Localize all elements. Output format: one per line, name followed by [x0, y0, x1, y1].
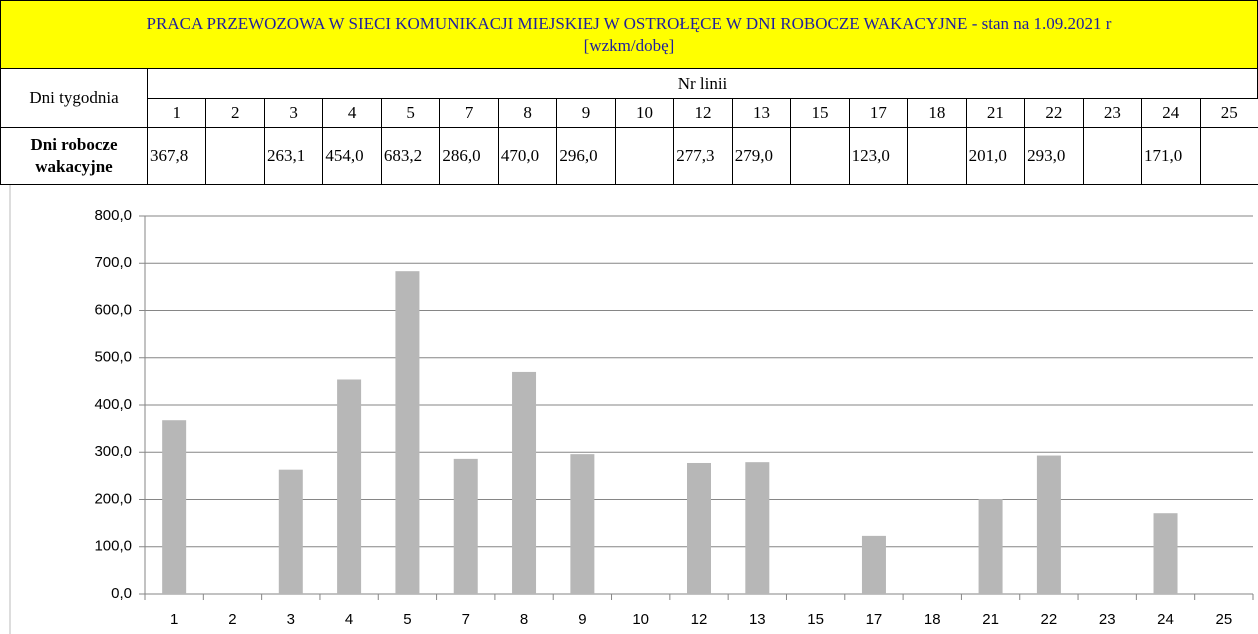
- bar: [395, 271, 420, 594]
- x-tick-label: 23: [1099, 611, 1116, 628]
- x-tick-label: 1: [170, 611, 178, 628]
- column-header: 17: [848, 98, 909, 128]
- x-tick-label: 18: [924, 611, 941, 628]
- column-header: 15: [790, 98, 850, 128]
- x-tick-label: 15: [807, 611, 824, 628]
- table-cell: 367,8: [147, 127, 207, 185]
- table-cell: 201,0: [965, 127, 1026, 185]
- table-cell: [790, 127, 850, 185]
- table-cell: 263,1: [263, 127, 324, 185]
- column-header: 10: [614, 98, 675, 128]
- x-tick-label: 22: [1041, 611, 1058, 628]
- x-tick-label: 17: [866, 611, 883, 628]
- table-cell: 683,2: [380, 127, 441, 185]
- column-header: 2: [205, 98, 265, 128]
- y-tick-label: 600,0: [94, 301, 132, 318]
- table-cell: 296,0: [556, 127, 616, 185]
- column-header: 25: [1199, 98, 1258, 128]
- x-tick-label: 8: [520, 611, 528, 628]
- y-tick-label: 800,0: [94, 207, 132, 224]
- chart: 0,0 100,0 200,0 300,0 400,0 500,0 600,0 700,0 80…: [9, 185, 1254, 634]
- table-cell: 286,0: [439, 127, 499, 185]
- table-cell: 293,0: [1024, 127, 1084, 185]
- table-cell: [205, 127, 265, 185]
- group-header: Nr linii: [147, 68, 1258, 99]
- x-tick-label: 13: [749, 611, 766, 628]
- x-tick-label: 10: [632, 611, 649, 628]
- bar: [512, 371, 537, 594]
- y-tick-label: 700,0: [94, 254, 132, 271]
- bar: [278, 469, 303, 594]
- column-header: 21: [965, 98, 1026, 128]
- y-tick-label: 400,0: [94, 396, 132, 413]
- table-cell: 470,0: [497, 127, 558, 185]
- bar: [337, 379, 362, 594]
- bar: [453, 458, 478, 594]
- table-cell: [1199, 127, 1258, 185]
- y-tick-label: 200,0: [94, 490, 132, 507]
- bar: [861, 535, 886, 594]
- x-tick-label: 5: [403, 611, 411, 628]
- bar: [745, 462, 770, 594]
- y-tick-label: 100,0: [94, 538, 132, 555]
- table-cell: [907, 127, 967, 185]
- column-header: 22: [1024, 98, 1084, 128]
- table-cell: 171,0: [1141, 127, 1201, 185]
- row-label: Dni robocze wakacyjne: [0, 127, 148, 185]
- unit: [wzkm/dobę]: [583, 35, 675, 55]
- bar: [1153, 513, 1178, 594]
- x-tick-label: 21: [982, 611, 999, 628]
- x-tick-label: 4: [345, 611, 353, 628]
- column-header: 7: [439, 98, 499, 128]
- column-header: 1: [147, 98, 207, 128]
- title-banner: PRACA PRZEWOZOWA W SIECI KOMUNIKACJI MIE…: [0, 0, 1258, 69]
- table-cell: 279,0: [731, 127, 792, 185]
- bar: [1036, 455, 1061, 594]
- x-tick-label: 3: [287, 611, 295, 628]
- column-header: 24: [1141, 98, 1201, 128]
- column-header: 8: [497, 98, 558, 128]
- table-cell: [614, 127, 675, 185]
- column-header: 18: [907, 98, 967, 128]
- column-header: 3: [263, 98, 324, 128]
- title: PRACA PRZEWOZOWA W SIECI KOMUNIKACJI MIE…: [146, 13, 1112, 33]
- table-cell: 454,0: [322, 127, 382, 185]
- table-cell: 123,0: [848, 127, 909, 185]
- column-header: 5: [380, 98, 441, 128]
- bar: [687, 462, 711, 594]
- table-cell: 277,3: [673, 127, 733, 185]
- column-header: 4: [322, 98, 382, 128]
- row-header: Dni tygodnia: [0, 68, 148, 128]
- y-tick-label: 0,0: [111, 585, 132, 602]
- bar: [570, 454, 595, 594]
- x-tick-label: 25: [1215, 611, 1232, 628]
- bar: [162, 420, 187, 594]
- column-header: 9: [556, 98, 616, 128]
- x-tick-label: 24: [1157, 611, 1174, 628]
- x-tick-label: 9: [578, 611, 586, 628]
- x-tick-label: 12: [691, 611, 708, 628]
- x-tick-label: 7: [462, 611, 470, 628]
- y-tick-label: 300,0: [94, 443, 132, 460]
- bar: [978, 499, 1003, 594]
- column-header: 23: [1082, 98, 1143, 128]
- column-header: 13: [731, 98, 792, 128]
- column-header: 12: [673, 98, 733, 128]
- x-tick-label: 2: [228, 611, 236, 628]
- y-tick-label: 500,0: [94, 349, 132, 366]
- table-cell: [1082, 127, 1143, 185]
